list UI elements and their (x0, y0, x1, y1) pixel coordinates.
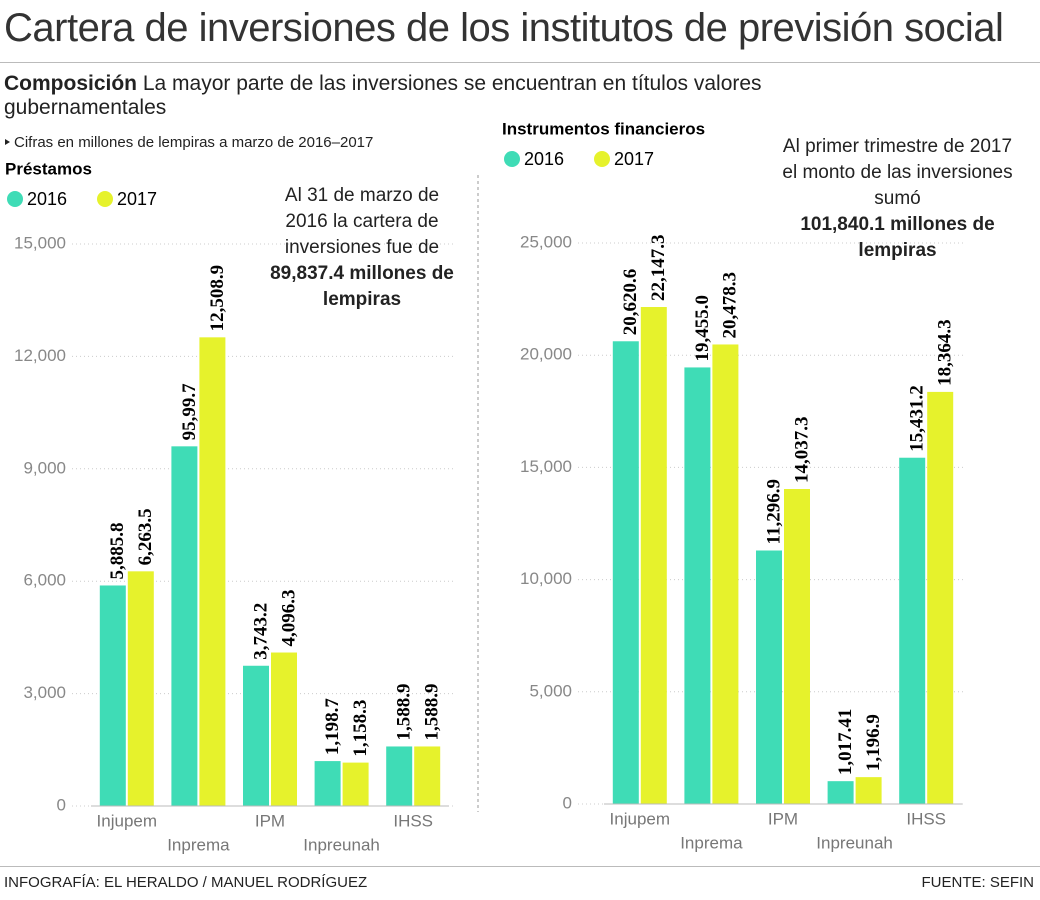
annotation: Al primer trimestre de 2017 el monto de … (780, 134, 1015, 264)
y-tick-label: 0 (563, 793, 572, 812)
bar (386, 746, 413, 806)
chart-title: Instrumentos financieros (502, 119, 705, 138)
legend-swatch (594, 151, 610, 167)
value-label: 1,196.9 (863, 714, 884, 771)
annotation-bold: 89,837.4 millones de lempiras (270, 263, 454, 310)
x-tick-label: IPM (768, 809, 798, 828)
bar (784, 489, 810, 804)
x-tick-label: Inpreunah (303, 835, 380, 854)
source: FUENTE: SEFIN (921, 874, 1034, 891)
bar (243, 665, 269, 806)
value-label: 22,147.3 (648, 235, 669, 302)
y-tick-label: 20,000 (520, 345, 572, 364)
note: Cifras en millones de lempiras a marzo d… (14, 134, 374, 151)
value-label: 95,99.7 (179, 383, 200, 441)
y-tick-label: 5,000 (529, 681, 572, 700)
value-label: 14,037.3 (791, 417, 812, 484)
rule (0, 62, 1040, 63)
annotation-text: Al primer trimestre de 2017 el monto de … (782, 136, 1013, 209)
bar (171, 446, 198, 806)
bar (899, 457, 926, 804)
bar (712, 344, 739, 804)
annotation-text: Al 31 de marzo de 2016 la cartera de inv… (284, 185, 440, 258)
note-marker (5, 139, 10, 145)
legend-label: 2016 (27, 189, 67, 209)
y-tick-label: 12,000 (14, 346, 66, 365)
y-tick-label: 3,000 (23, 683, 66, 702)
y-tick-label: 10,000 (520, 569, 572, 588)
value-label: 11,296.9 (763, 479, 784, 544)
bar (199, 337, 226, 806)
value-label: 5,885.8 (107, 522, 128, 579)
value-label: 1,017.41 (835, 709, 856, 776)
x-tick-label: Inpreunah (816, 833, 893, 852)
bar (99, 585, 126, 806)
x-tick-label: Inprema (167, 835, 230, 854)
credit: INFOGRAFÍA: EL HERALDO / MANUEL RODRÍGUE… (4, 874, 368, 891)
y-tick-label: 6,000 (23, 571, 66, 590)
x-tick-label: Injupem (610, 809, 670, 828)
value-label: 20,620.6 (620, 269, 641, 336)
bar (927, 391, 954, 804)
rule (0, 866, 1040, 867)
chart-title: Préstamos (5, 159, 92, 178)
value-label: 15,431.2 (907, 385, 928, 452)
value-label: 18,364.3 (935, 319, 956, 386)
bar (756, 550, 782, 804)
value-label: 3,743.2 (250, 603, 271, 660)
legend-label: 2017 (614, 149, 654, 169)
legend-swatch (97, 191, 113, 207)
bar (314, 761, 341, 806)
subtitle: La mayor parte de las inversiones se enc… (4, 72, 762, 119)
x-tick-label: Inprema (680, 833, 743, 852)
bar (342, 762, 369, 806)
legend-label: 2017 (117, 189, 157, 209)
x-tick-label: IHSS (393, 811, 433, 830)
bar (827, 781, 854, 804)
value-label: 12,508.9 (207, 265, 228, 332)
legend-label: 2016 (524, 149, 564, 169)
bar (855, 777, 882, 804)
value-label: 1,588.9 (394, 683, 415, 740)
subtitle-label: Composición (4, 72, 138, 95)
value-label: 6,263.5 (135, 508, 156, 565)
bar (612, 341, 639, 804)
y-tick-label: 9,000 (23, 458, 66, 477)
value-label: 19,455.0 (692, 295, 713, 362)
bar (127, 571, 154, 806)
y-tick-label: 0 (57, 795, 66, 814)
value-label: 1,158.3 (350, 700, 371, 757)
x-tick-label: IPM (255, 811, 285, 830)
value-label: 20,478.3 (720, 272, 741, 339)
value-label: 1,588.9 (422, 683, 443, 740)
y-tick-label: 15,000 (520, 457, 572, 476)
value-label: 1,198.7 (322, 698, 343, 756)
bar (271, 652, 297, 806)
value-label: 4,096.3 (278, 590, 299, 647)
legend-swatch (504, 151, 520, 167)
y-tick-label: 25,000 (520, 232, 572, 251)
subtitle-block: Composición La mayor parte de las invers… (4, 72, 904, 120)
bar (684, 367, 711, 804)
y-tick-label: 15,000 (14, 233, 66, 252)
annotation-bold: 101,840.1 millones de lempiras (800, 214, 995, 261)
x-tick-label: Injupem (97, 811, 157, 830)
page-title: Cartera de inversiones de los institutos… (4, 6, 1004, 50)
bar (414, 746, 441, 806)
annotation: Al 31 de marzo de 2016 la cartera de inv… (262, 183, 462, 313)
x-tick-label: IHSS (906, 809, 946, 828)
legend-swatch (7, 191, 23, 207)
bar (640, 307, 667, 804)
